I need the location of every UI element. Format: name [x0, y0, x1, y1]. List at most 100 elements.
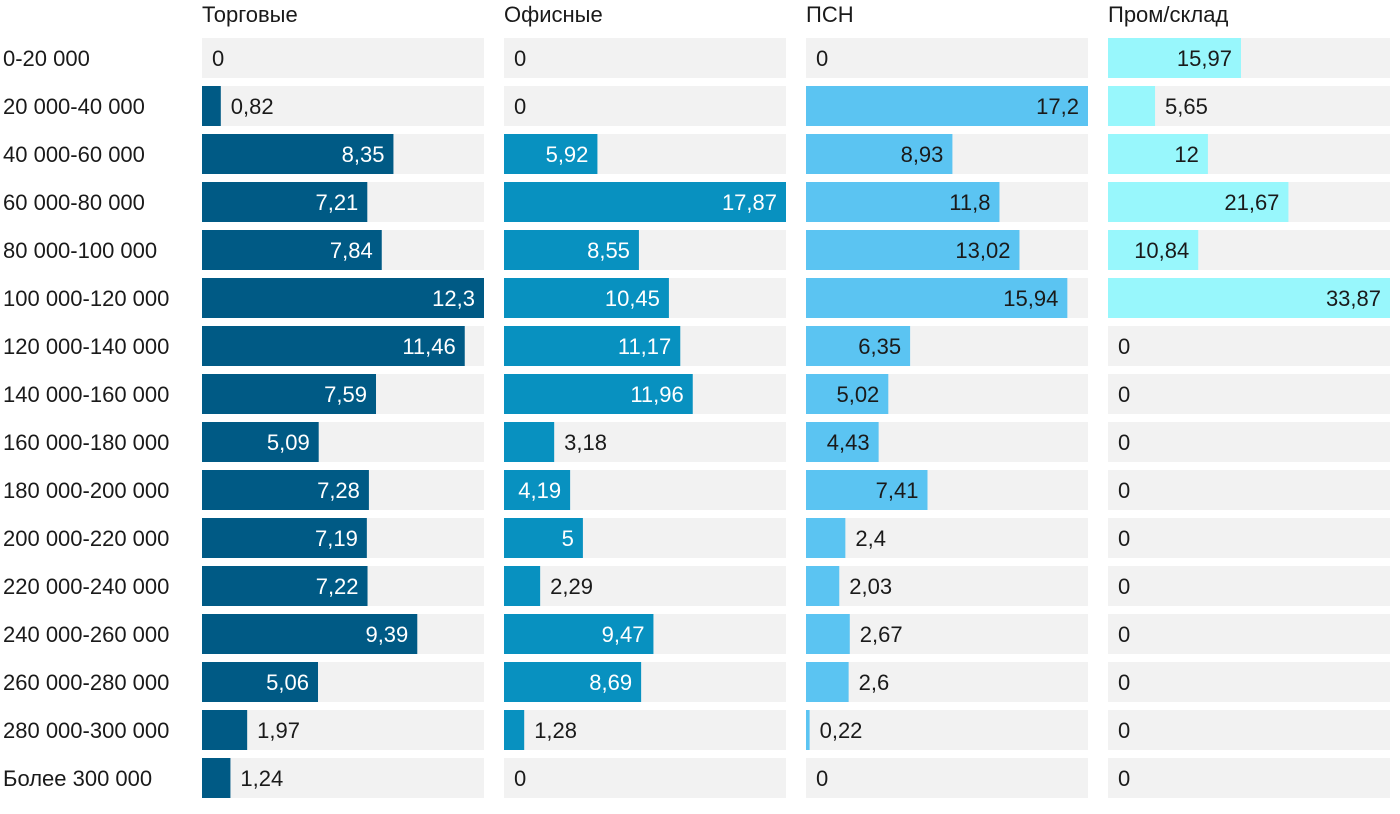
- bar-track: [504, 566, 786, 606]
- data-label: 0: [1118, 718, 1130, 743]
- bar: [504, 326, 681, 366]
- bar: [202, 518, 367, 558]
- category-label: 120 000-140 000: [3, 334, 169, 359]
- bar: [202, 614, 418, 654]
- category-label: 280 000-300 000: [3, 718, 169, 743]
- bar: [806, 278, 1068, 318]
- bar-track: [1108, 470, 1390, 510]
- bar: [806, 134, 953, 174]
- data-label: 4,19: [518, 478, 561, 503]
- bar: [504, 422, 555, 462]
- bar: [202, 374, 377, 414]
- bar-track: [1108, 662, 1390, 702]
- bar-track: [1108, 326, 1390, 366]
- bar-track: [806, 758, 1088, 798]
- data-label: 5,09: [267, 430, 310, 455]
- data-label: 0: [1118, 382, 1130, 407]
- bar-track: [202, 758, 484, 798]
- data-label: 0: [1118, 334, 1130, 359]
- data-label: 2,03: [849, 574, 892, 599]
- data-label: 6,35: [858, 334, 901, 359]
- series-panel-2: Офисные 0 0 5,92 17,87 8,55 10,45 11,17 11,96 3,1…: [504, 2, 786, 798]
- category-label: 160 000-180 000: [3, 430, 169, 455]
- data-label: 5,92: [546, 142, 589, 167]
- data-label: 2,4: [855, 526, 886, 551]
- bar-track: [806, 518, 1088, 558]
- category-label: 220 000-240 000: [3, 574, 169, 599]
- data-label: 1,24: [240, 766, 283, 791]
- data-label: 7,22: [316, 574, 359, 599]
- bar: [504, 134, 598, 174]
- bar-track: [202, 86, 484, 126]
- data-label: 8,55: [587, 238, 630, 263]
- data-label: 10,84: [1134, 238, 1189, 263]
- bar: [202, 230, 382, 270]
- data-label: 0: [816, 766, 828, 791]
- bar-track: [1108, 614, 1390, 654]
- bar: [1108, 230, 1199, 270]
- bar: [202, 86, 221, 126]
- series-header: Пром/склад: [1108, 2, 1228, 27]
- data-label: 12: [1174, 142, 1198, 167]
- bar-track: [1108, 518, 1390, 558]
- category-label: 260 000-280 000: [3, 670, 169, 695]
- data-label: 8,69: [589, 670, 632, 695]
- data-label: 1,28: [534, 718, 577, 743]
- bar: [202, 566, 368, 606]
- data-label: 0: [1118, 430, 1130, 455]
- bar-track: [806, 38, 1088, 78]
- data-label: 13,02: [955, 238, 1010, 263]
- bar: [202, 134, 394, 174]
- bar-track: [1108, 566, 1390, 606]
- bar: [202, 278, 484, 318]
- category-label: 180 000-200 000: [3, 478, 169, 503]
- bar-track: [504, 38, 786, 78]
- bar: [806, 518, 846, 558]
- data-label: 15,97: [1177, 46, 1232, 71]
- bar: [1108, 182, 1289, 222]
- data-label: 11,17: [618, 334, 671, 359]
- data-label: 11,46: [402, 334, 455, 359]
- data-label: 2,29: [550, 574, 593, 599]
- data-label: 11,8: [949, 190, 990, 215]
- data-label: 0: [514, 46, 526, 71]
- data-label: 7,28: [317, 478, 360, 503]
- data-label: 0: [514, 94, 526, 119]
- data-label: 3,18: [564, 430, 607, 455]
- bar: [202, 422, 319, 462]
- data-label: 21,67: [1224, 190, 1279, 215]
- series-header: ПСН: [806, 2, 854, 27]
- data-label: 7,21: [315, 190, 358, 215]
- bar-track: [1108, 374, 1390, 414]
- data-label: 0: [514, 766, 526, 791]
- bar: [806, 470, 928, 510]
- bar: [806, 326, 911, 366]
- data-label: 0: [1118, 478, 1130, 503]
- data-label: 0: [816, 46, 828, 71]
- bar-track: [806, 710, 1088, 750]
- bar: [504, 230, 639, 270]
- bar-track: [806, 566, 1088, 606]
- bar: [202, 758, 231, 798]
- data-label: 0: [1118, 574, 1130, 599]
- bar: [504, 518, 583, 558]
- data-label: 0,82: [231, 94, 274, 119]
- category-label: 100 000-120 000: [3, 286, 169, 311]
- bar: [202, 662, 319, 702]
- series-panel-4: Пром/склад 15,97 5,65 12 21,67 10,84 33,87 0 0 0 0…: [1108, 2, 1390, 798]
- data-label: 0: [1118, 766, 1130, 791]
- data-label: 2,67: [860, 622, 903, 647]
- series-header: Офисные: [504, 2, 603, 27]
- bar: [806, 230, 1020, 270]
- series-header: Торговые: [202, 2, 298, 27]
- data-label: 5: [562, 526, 574, 551]
- bar: [1108, 134, 1208, 174]
- data-label: 7,19: [315, 526, 358, 551]
- data-label: 7,41: [876, 478, 919, 503]
- data-label: 5,06: [266, 670, 309, 695]
- data-label: 7,59: [324, 382, 367, 407]
- bar-track: [504, 86, 786, 126]
- bar: [202, 470, 369, 510]
